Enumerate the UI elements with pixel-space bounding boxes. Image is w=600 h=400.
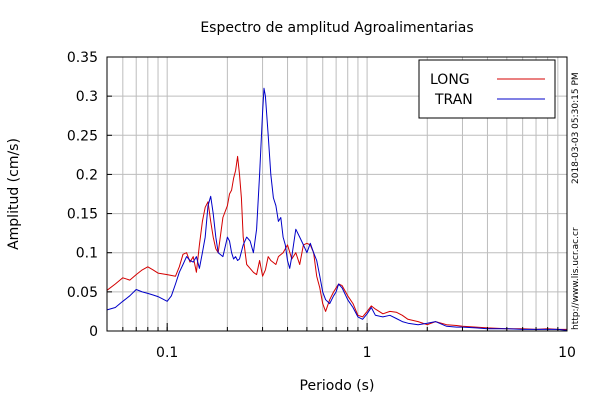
series-line-tran	[106, 87, 568, 331]
chart-title: Espectro de amplitud Agroalimentarias	[200, 20, 473, 36]
x-tick-label: 1	[363, 345, 372, 361]
y-tick-label: 0	[89, 324, 98, 340]
x-axis-label: Periodo (s)	[300, 378, 375, 394]
x-tick-label: 10	[558, 345, 576, 361]
legend-label-long: LONG	[430, 72, 470, 88]
y-tick-label: 0.1	[76, 246, 98, 262]
y-tick-label: 0.2	[76, 167, 98, 183]
url-text: http://www.lis.ucr.ac.cr	[571, 227, 581, 330]
y-axis-label: Amplitud (cm/s)	[6, 138, 22, 250]
timestamp-text: 2018-03-03 05:30:15 PM	[571, 72, 581, 184]
plot-frame	[106, 56, 568, 332]
legend-box	[418, 59, 556, 119]
series-line-long	[106, 155, 567, 330]
legend: LONG TRAN	[418, 59, 556, 119]
grid-lines	[107, 57, 567, 331]
legend-label-tran: TRAN	[434, 92, 473, 108]
y-tick-label: 0.25	[67, 128, 98, 144]
y-tick-label: 0.15	[67, 207, 98, 223]
x-tick-label: 0.1	[156, 345, 178, 361]
data-series	[106, 87, 568, 331]
y-tick-label: 0.35	[67, 50, 98, 66]
y-tick-label: 0.3	[76, 89, 98, 105]
axis-ticks: 0 0.05 0.1 0.15 0.2 0.25 0.3 0.35 0.1 1 10	[67, 50, 576, 361]
y-tick-label: 0.05	[67, 285, 98, 301]
